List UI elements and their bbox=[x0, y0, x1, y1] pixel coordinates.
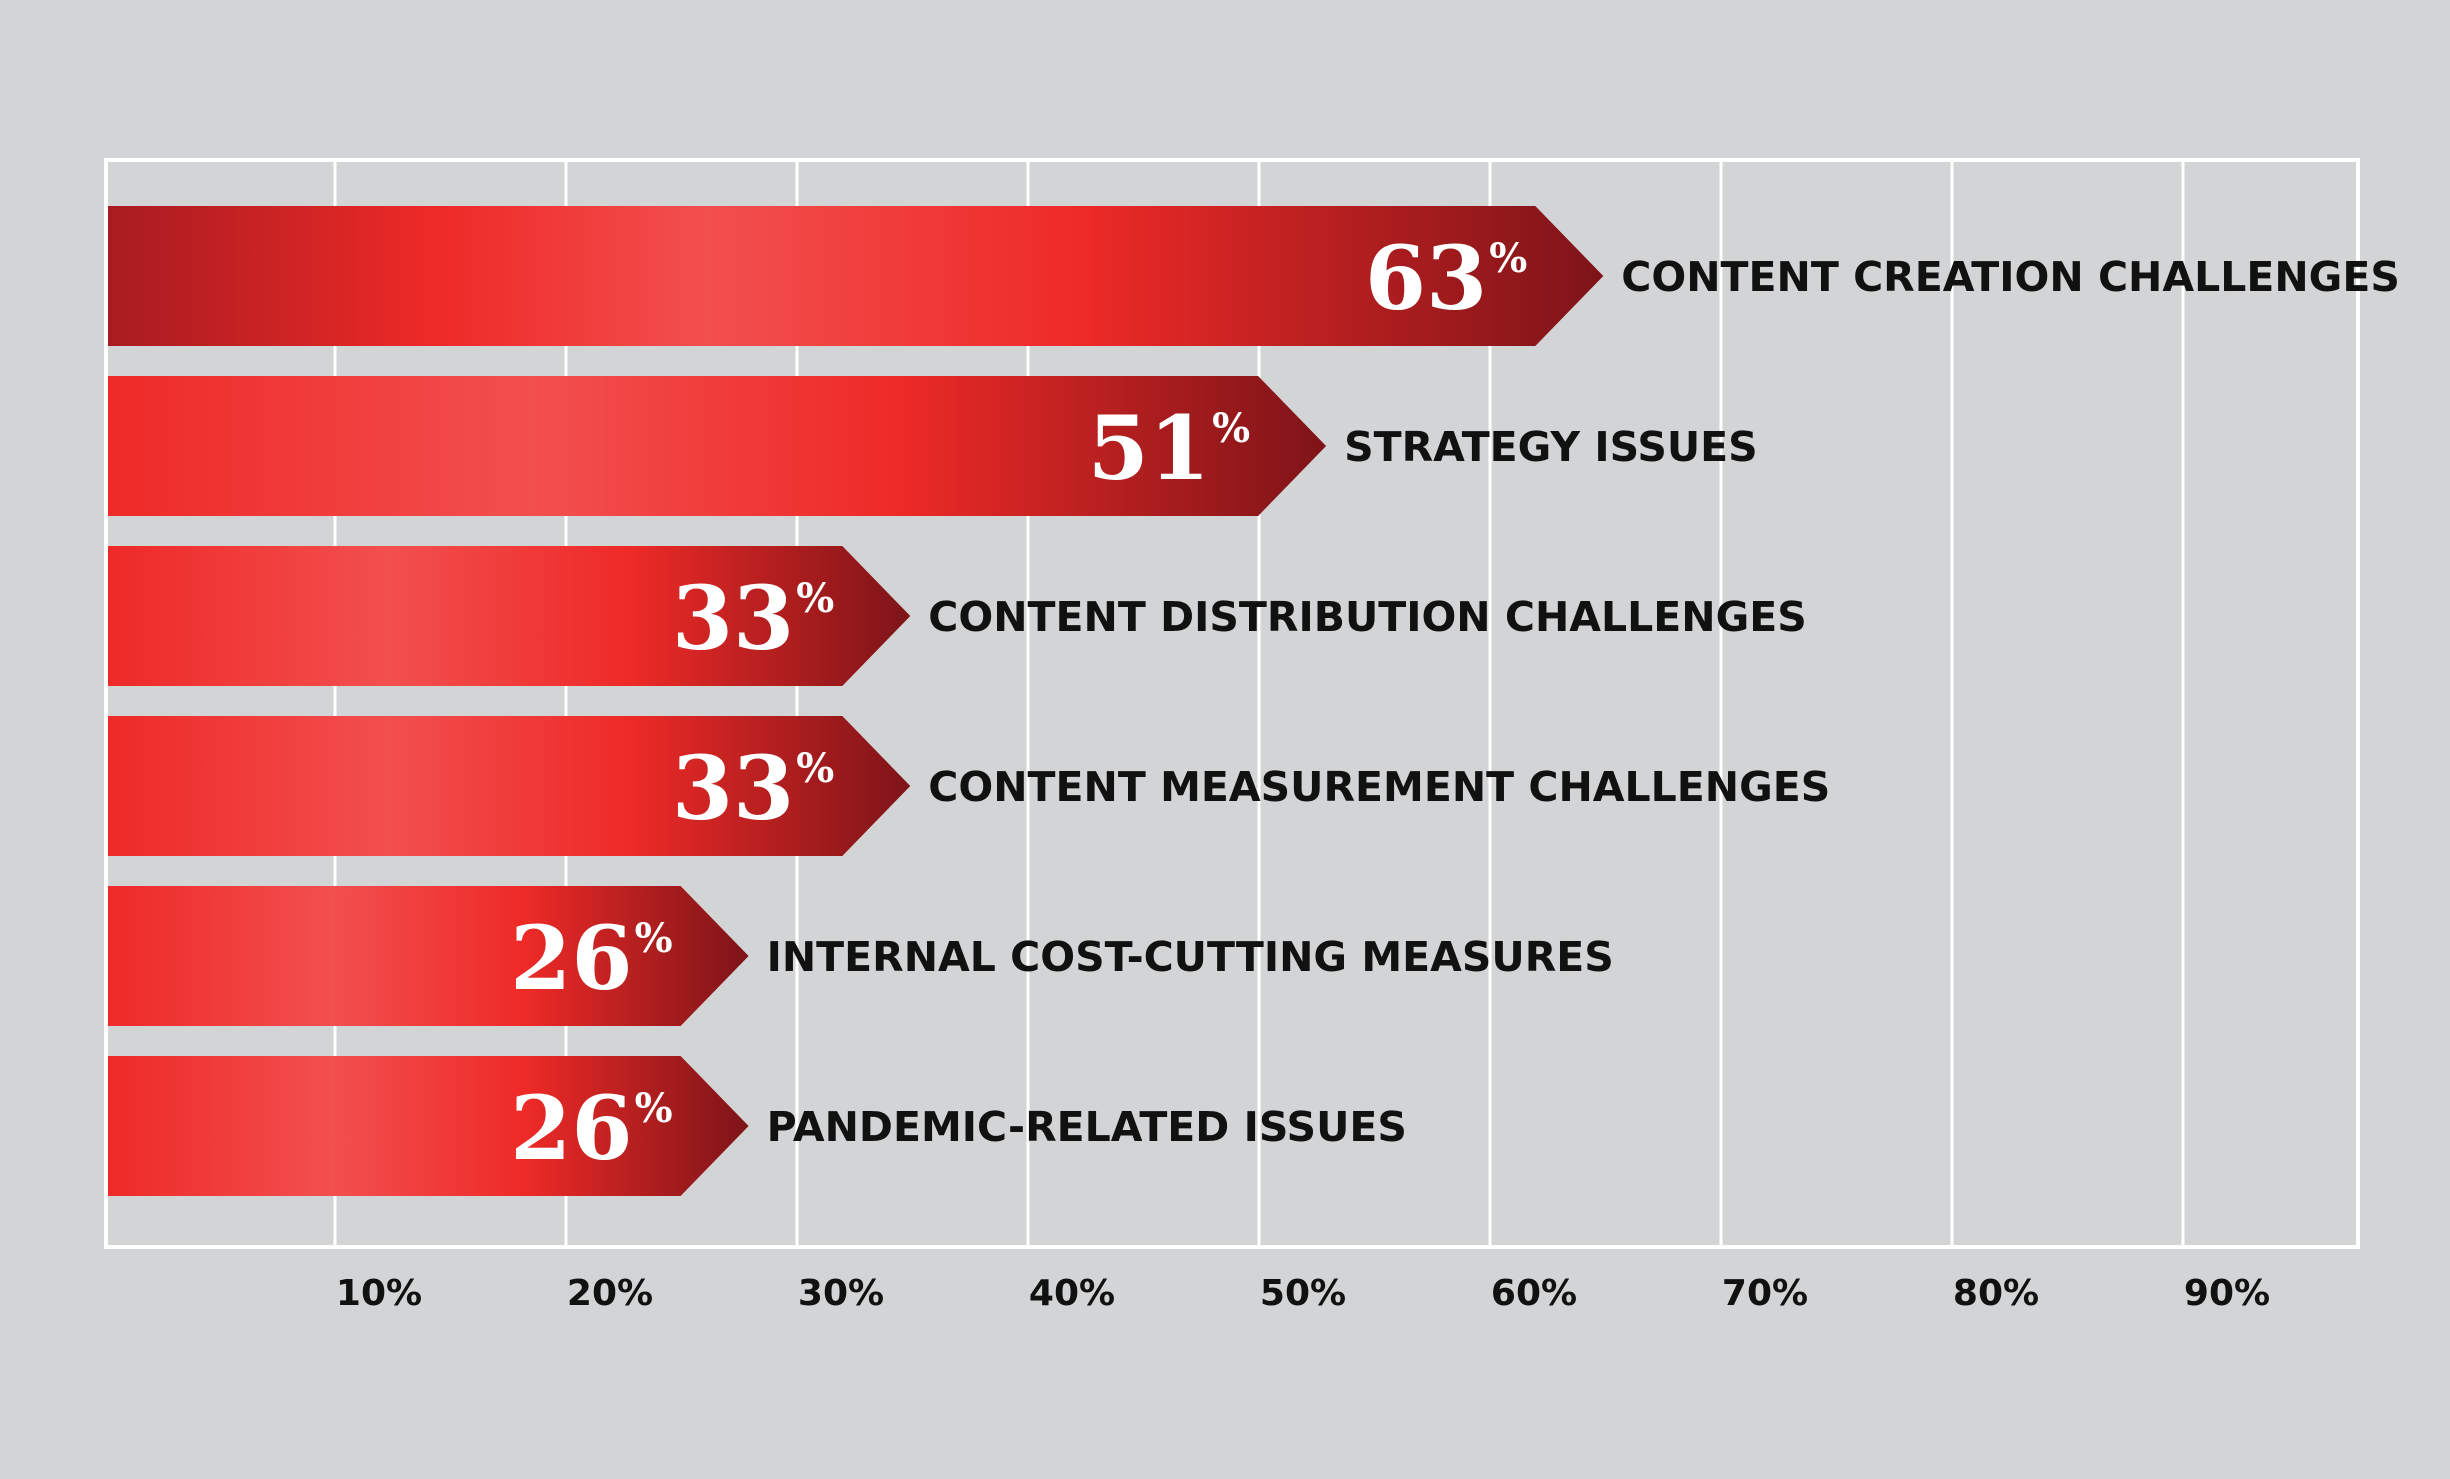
bar-1 bbox=[108, 206, 1604, 346]
value-suffix-2: % bbox=[1212, 405, 1250, 452]
x-tick-label-40: 40% bbox=[1029, 1273, 1115, 1314]
value-suffix-3: % bbox=[796, 575, 834, 622]
value-suffix-5: % bbox=[635, 915, 673, 962]
value-label-2: 51 bbox=[1088, 396, 1210, 500]
bar-5 bbox=[108, 886, 749, 1026]
bar-row-3: 33% CONTENT DISTRIBUTION CHALLENGES bbox=[108, 546, 1807, 686]
x-tick-label-50: 50% bbox=[1260, 1273, 1346, 1314]
category-label-5: INTERNAL COST-CUTTING MEASURES bbox=[767, 933, 1614, 981]
category-label-6: PANDEMIC-RELATED ISSUES bbox=[767, 1103, 1407, 1151]
bar-row-6: 26% PANDEMIC-RELATED ISSUES bbox=[108, 1056, 1407, 1196]
category-label-3: CONTENT DISTRIBUTION CHALLENGES bbox=[928, 593, 1807, 641]
value-label-4: 33 bbox=[672, 736, 794, 840]
x-tick-label-80: 80% bbox=[1953, 1273, 2039, 1314]
plot-frame bbox=[104, 158, 2360, 1249]
x-tick-label-20: 20% bbox=[567, 1273, 653, 1314]
x-tick-label-90: 90% bbox=[2184, 1273, 2270, 1314]
value-label-1: 63 bbox=[1365, 226, 1487, 330]
value-label-5: 26 bbox=[510, 906, 632, 1010]
bar-3 bbox=[108, 546, 911, 686]
bar-row-2: 51% STRATEGY ISSUES bbox=[108, 376, 1758, 516]
bar-6 bbox=[108, 1056, 749, 1196]
value-label-6: 26 bbox=[510, 1076, 632, 1180]
bar-row-4: 33% CONTENT MEASUREMENT CHALLENGES bbox=[108, 716, 1830, 856]
x-tick-label-10: 10% bbox=[336, 1273, 422, 1314]
category-label-2: STRATEGY ISSUES bbox=[1344, 423, 1758, 471]
bar-row-5: 26% INTERNAL COST-CUTTING MEASURES bbox=[108, 886, 1614, 1026]
bars: 63% CONTENT CREATION CHALLENGES 51% STRATEG… bbox=[108, 206, 2400, 1196]
value-suffix-6: % bbox=[635, 1085, 673, 1132]
category-label-1: CONTENT CREATION CHALLENGES bbox=[1621, 253, 2400, 301]
bar-row-1: 63% CONTENT CREATION CHALLENGES bbox=[108, 206, 2400, 346]
category-label-4: CONTENT MEASUREMENT CHALLENGES bbox=[928, 763, 1830, 811]
x-tick-label-70: 70% bbox=[1722, 1273, 1808, 1314]
value-suffix-1: % bbox=[1489, 235, 1527, 282]
bar-4 bbox=[108, 716, 911, 856]
x-axis-ticks: 10% 20% 30% 40% 50% 60% 70% 80% 90% bbox=[336, 1273, 2270, 1314]
x-tick-label-30: 30% bbox=[798, 1273, 884, 1314]
bar-2 bbox=[108, 376, 1327, 516]
value-suffix-4: % bbox=[796, 745, 834, 792]
x-tick-label-60: 60% bbox=[1491, 1273, 1577, 1314]
value-label-3: 33 bbox=[672, 566, 794, 670]
